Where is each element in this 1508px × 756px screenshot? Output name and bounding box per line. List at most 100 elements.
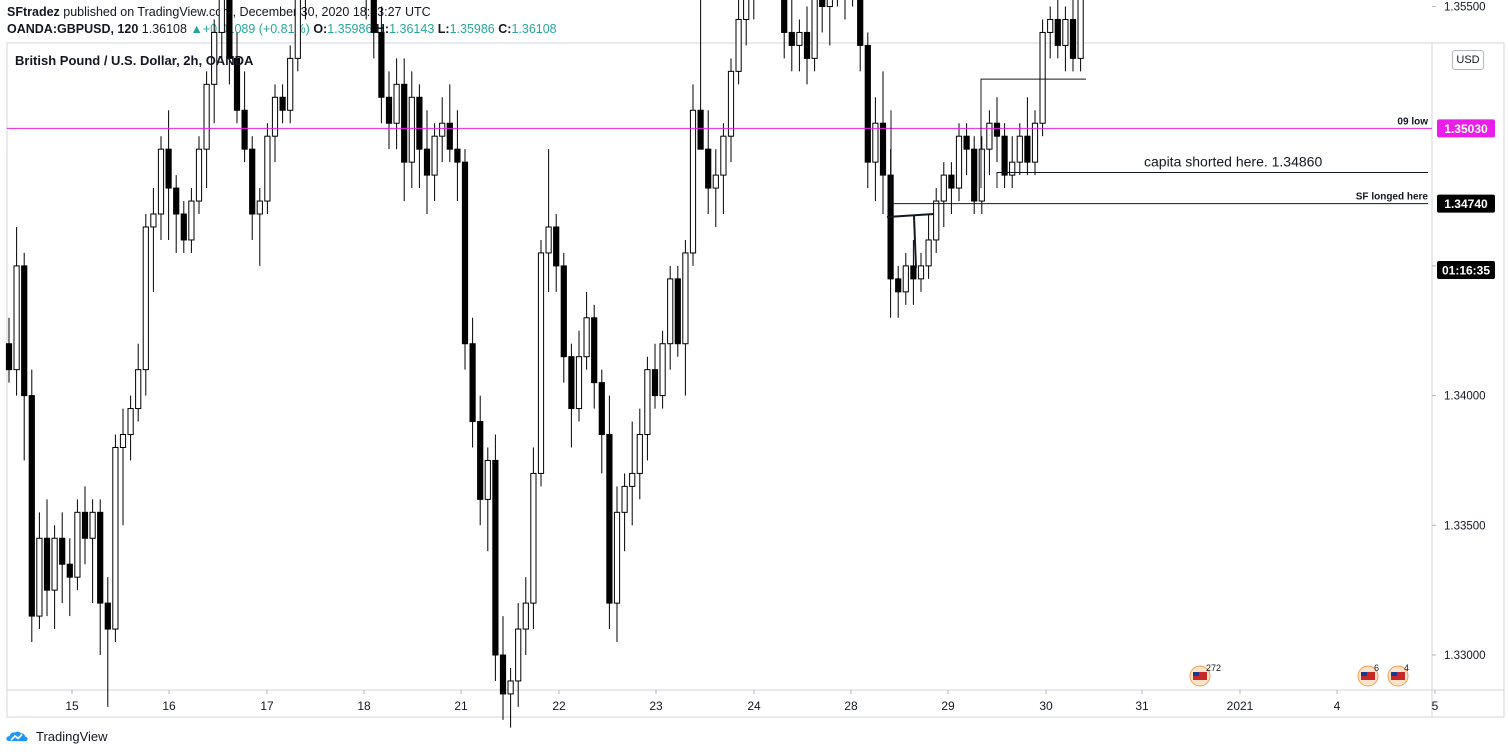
x-tick-label: 16 bbox=[162, 699, 176, 713]
candle bbox=[218, 0, 225, 59]
candle bbox=[674, 265, 681, 357]
candle-body bbox=[925, 239, 932, 267]
candle bbox=[150, 188, 157, 292]
candle-body bbox=[492, 459, 499, 656]
close-value: 1.36108 bbox=[511, 22, 557, 36]
x-tick-label: 15 bbox=[65, 699, 79, 713]
candle bbox=[89, 499, 96, 604]
y-tick-label: 1.33000 bbox=[1444, 650, 1486, 662]
candle bbox=[978, 136, 985, 215]
flag-canton bbox=[1391, 672, 1397, 676]
candle-body bbox=[43, 537, 51, 591]
open-label: O: bbox=[313, 22, 328, 36]
candle bbox=[986, 110, 993, 176]
candle bbox=[1062, 6, 1069, 72]
candle bbox=[271, 84, 279, 163]
candle bbox=[606, 395, 613, 630]
price-tag-label: 1.35030 bbox=[1444, 122, 1488, 136]
candle-body bbox=[606, 434, 613, 604]
ninth-low-label: 09 low bbox=[1397, 116, 1428, 127]
candle bbox=[211, 19, 218, 124]
candle bbox=[819, 0, 826, 33]
candle-body bbox=[439, 122, 446, 137]
tradingview-branding[interactable]: TradingView bbox=[6, 729, 108, 744]
candle bbox=[753, 0, 755, 20]
candle-body bbox=[256, 200, 263, 215]
event-flag-icon: 6 bbox=[1357, 663, 1379, 687]
candle-body bbox=[598, 382, 605, 436]
flag-stripe bbox=[1391, 672, 1405, 680]
series-legend: British Pound / U.S. Dollar, 2h, OANDA bbox=[15, 53, 254, 68]
candle-body bbox=[127, 408, 134, 436]
candle bbox=[477, 395, 484, 526]
candle-body bbox=[211, 31, 218, 85]
candle bbox=[112, 434, 119, 643]
candle-body bbox=[36, 537, 43, 617]
candle bbox=[393, 58, 400, 150]
y-tick-label: 1.33500 bbox=[1444, 520, 1486, 532]
candle bbox=[955, 123, 963, 202]
candle-body bbox=[74, 511, 81, 578]
candle-body bbox=[477, 421, 484, 500]
author-name[interactable]: SFtradez bbox=[7, 5, 60, 19]
candle-body bbox=[1054, 18, 1061, 46]
candle bbox=[788, 0, 795, 72]
candle bbox=[97, 499, 104, 655]
candle-body bbox=[1009, 161, 1016, 176]
candle-body bbox=[857, 0, 864, 46]
candle-body bbox=[575, 356, 583, 410]
candle bbox=[119, 408, 127, 526]
candle bbox=[279, 84, 286, 124]
candle-body bbox=[963, 135, 970, 150]
price-tag-label: 1.34740 bbox=[1444, 197, 1488, 211]
tradingview-brand-text: TradingView bbox=[36, 729, 108, 744]
candle-body bbox=[378, 31, 385, 98]
currency-button[interactable]: USD bbox=[1452, 50, 1484, 70]
x-tick-label: 22 bbox=[552, 699, 566, 713]
candle-body bbox=[249, 148, 256, 215]
candle-body bbox=[1039, 31, 1046, 124]
candle bbox=[1001, 123, 1008, 189]
candle-body bbox=[112, 446, 119, 630]
candle bbox=[1054, 0, 1061, 59]
candle bbox=[1077, 0, 1084, 72]
candle-body bbox=[1077, 0, 1084, 59]
candle bbox=[575, 330, 583, 422]
event-flag-icon: 4 bbox=[1387, 663, 1409, 687]
countdown-label: 01:16:35 bbox=[1442, 264, 1490, 278]
candle-body bbox=[157, 148, 165, 215]
candle bbox=[43, 499, 51, 617]
candle bbox=[629, 421, 636, 526]
x-tick-label: 30 bbox=[1039, 699, 1053, 713]
countdown-bg bbox=[1437, 261, 1495, 279]
candle bbox=[401, 58, 408, 202]
candle bbox=[826, 0, 833, 46]
t-marker-stem bbox=[913, 215, 917, 269]
candle-body bbox=[781, 0, 788, 33]
symbol-label: OANDA:GBPUSD, 120 bbox=[7, 22, 139, 36]
candle bbox=[705, 110, 712, 215]
candle bbox=[948, 162, 955, 215]
candle bbox=[852, 0, 854, 7]
candle-body bbox=[1016, 135, 1023, 163]
price-tag-bg bbox=[1437, 194, 1495, 213]
candle-body bbox=[978, 148, 985, 202]
event-flag-icon: 272 bbox=[1189, 663, 1221, 687]
candle-body bbox=[287, 57, 294, 111]
candle bbox=[203, 71, 210, 189]
candle-body bbox=[81, 511, 89, 539]
flag-canton bbox=[1361, 672, 1367, 676]
candle-body bbox=[895, 278, 902, 293]
long-entry-line bbox=[890, 110, 1428, 205]
candle bbox=[545, 149, 552, 292]
candle-body bbox=[743, 0, 750, 20]
candle bbox=[507, 667, 514, 728]
candle bbox=[180, 201, 187, 253]
candle bbox=[644, 356, 651, 461]
candle-body bbox=[955, 135, 963, 189]
candle bbox=[659, 330, 666, 409]
candle-body bbox=[423, 148, 431, 176]
candle-body bbox=[993, 122, 1001, 137]
candle-body bbox=[135, 369, 142, 410]
